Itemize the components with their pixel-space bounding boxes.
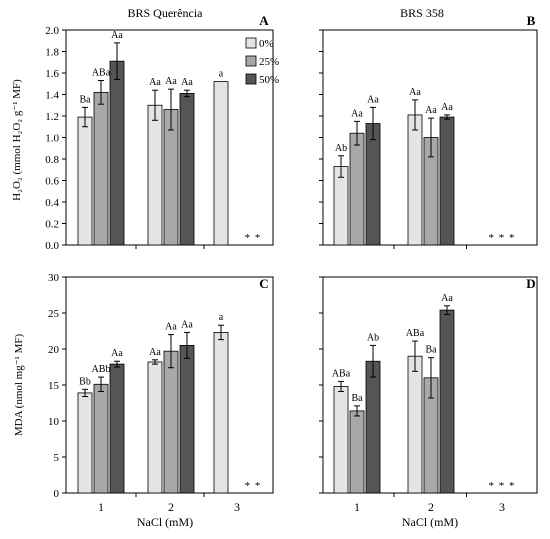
panel-a-y-tick-label: 1.8: [45, 47, 59, 59]
panel-d-x-tick-label: 2: [428, 500, 434, 514]
panel-letter-b: B: [527, 13, 536, 28]
legend-swatch-25pct: [245, 55, 257, 67]
panel-a-bar-0pct: [77, 116, 93, 246]
panel-c-y-tick-label: 5: [54, 452, 60, 464]
panel-d-significance-label: ABa: [406, 328, 425, 339]
x-axis-label-d: NaCl (mM): [402, 515, 458, 529]
panel-c-significance-label: Aa: [165, 322, 177, 333]
panel-c-significance-label: a: [219, 312, 224, 323]
panel-d-bar-50pct: [439, 309, 455, 494]
panel-b-significance-label: Aa: [351, 108, 363, 119]
panel-c-significance-label: ABb: [92, 364, 111, 375]
panel-a-significance-label: Ba: [79, 94, 91, 105]
panel-c-significance-label: Aa: [111, 348, 123, 359]
panel-d-x-tick-label: 3: [499, 500, 505, 514]
panel-a-y-tick-label: 1.2: [45, 111, 59, 123]
panel-a-y-tick-label: 1.6: [45, 68, 59, 80]
panel-c-missing-marker: * *: [245, 480, 262, 492]
panel-a-y-tick-label: 0.6: [45, 176, 59, 188]
legend-label: 25%: [259, 56, 279, 68]
panel-a-y-tick-label: 0.8: [45, 154, 59, 166]
panel-d-significance-label: Aa: [441, 293, 453, 304]
panel-c-x-tick-label: 1: [98, 500, 104, 514]
y-axis-label-top: H₂O₂ (mmol H₂O₂ g⁻¹ MF): [11, 79, 23, 201]
panel-b-missing-marker: * * *: [489, 232, 516, 244]
panel-c-significance-label: Bb: [79, 376, 91, 387]
panel-a-significance-label: Aa: [181, 77, 193, 88]
panel-a-significance-label: a: [219, 69, 224, 80]
panel-d-missing-marker: * * *: [489, 480, 516, 492]
panel-d-significance-label: ABa: [332, 368, 351, 379]
legend-swatch-50pct: [245, 73, 257, 85]
panel-d-x-tick-label: 1: [354, 500, 360, 514]
panel-d-significance-label: Ba: [351, 393, 363, 404]
panel-c-bar-50pct: [109, 363, 125, 494]
panel-a-significance-label: ABa: [92, 68, 111, 79]
panel-a-significance-label: Aa: [165, 76, 177, 87]
panel-c-bar-25pct: [93, 383, 109, 494]
panel-b-significance-label: Aa: [409, 87, 421, 98]
panel-a-bar-25pct: [93, 91, 109, 246]
panel-letter-a: A: [259, 13, 269, 28]
panel-b-bar-0pct: [407, 114, 423, 246]
panel-c-bar-50pct: [179, 344, 195, 494]
panel-d-significance-label: Ab: [367, 332, 379, 343]
panel-a-y-tick-label: 2.0: [45, 25, 59, 37]
panel-c-bar-0pct: [77, 392, 93, 494]
panel-a-y-tick-label: 0.0: [45, 240, 59, 252]
panel-d-significance-label: Ba: [425, 345, 437, 356]
panel-c-y-tick-label: 15: [48, 380, 60, 392]
panel-letter-d: D: [526, 276, 535, 291]
panel-d-bar-0pct: [407, 355, 423, 494]
panel-a-y-tick-label: 0.4: [45, 197, 59, 209]
panel-c-bar-0pct: [213, 332, 229, 494]
panel-c-y-tick-label: 30: [48, 272, 60, 284]
legend-swatch-0pct: [245, 37, 257, 49]
panel-d-bar-25pct: [349, 410, 365, 494]
panel-a-bar-0pct: [213, 81, 229, 246]
panel-c-y-tick-label: 10: [48, 416, 60, 428]
panel-d-bar-0pct: [333, 386, 349, 494]
legend-label: 0%: [259, 38, 274, 50]
panel-a-y-tick-label: 1.4: [45, 90, 59, 102]
panel-a-significance-label: Aa: [149, 77, 161, 88]
panel-c-bar-25pct: [163, 350, 179, 494]
panel-b-significance-label: Aa: [425, 105, 437, 116]
panel-b-bar-25pct: [349, 132, 365, 246]
panel-letter-c: C: [259, 276, 268, 291]
legend-label: 50%: [259, 74, 279, 86]
panel-b-bar-50pct: [439, 116, 455, 246]
panel-c-bar-0pct: [147, 361, 163, 494]
panel-c-y-tick-label: 20: [48, 344, 60, 356]
panel-c-significance-label: Aa: [181, 319, 193, 330]
panel-c-y-tick-label: 25: [48, 308, 60, 320]
x-axis-label-c: NaCl (mM): [137, 515, 193, 529]
panel-b-bar-0pct: [333, 166, 349, 246]
panel-b-significance-label: Ab: [335, 143, 347, 154]
panel-a-bar-50pct: [179, 93, 195, 246]
panel-a-significance-label: Aa: [111, 30, 123, 41]
panel-c-y-tick-label: 0: [54, 488, 60, 500]
title-panel-a: BRS Querência: [128, 6, 204, 20]
panel-a-missing-marker: * *: [245, 232, 262, 244]
panel-c-significance-label: Aa: [149, 347, 161, 358]
panel-b-significance-label: Aa: [441, 102, 453, 113]
panel-a-y-tick-label: 0.2: [45, 219, 59, 231]
title-panel-b: BRS 358: [400, 6, 444, 20]
panel-c-x-tick-label: 2: [168, 500, 174, 514]
panel-a-bar-50pct: [109, 60, 125, 246]
panel-c-x-tick-label: 3: [234, 500, 240, 514]
panel-b-bar-50pct: [365, 123, 381, 246]
panel-d-bar-50pct: [365, 360, 381, 494]
panel-a-bar-0pct: [147, 104, 163, 246]
panel-b-significance-label: Aa: [367, 94, 379, 105]
y-axis-label-bottom: MDA (nmol mg⁻¹ MF): [13, 334, 25, 437]
panel-a-y-tick-label: 1.0: [45, 133, 59, 145]
